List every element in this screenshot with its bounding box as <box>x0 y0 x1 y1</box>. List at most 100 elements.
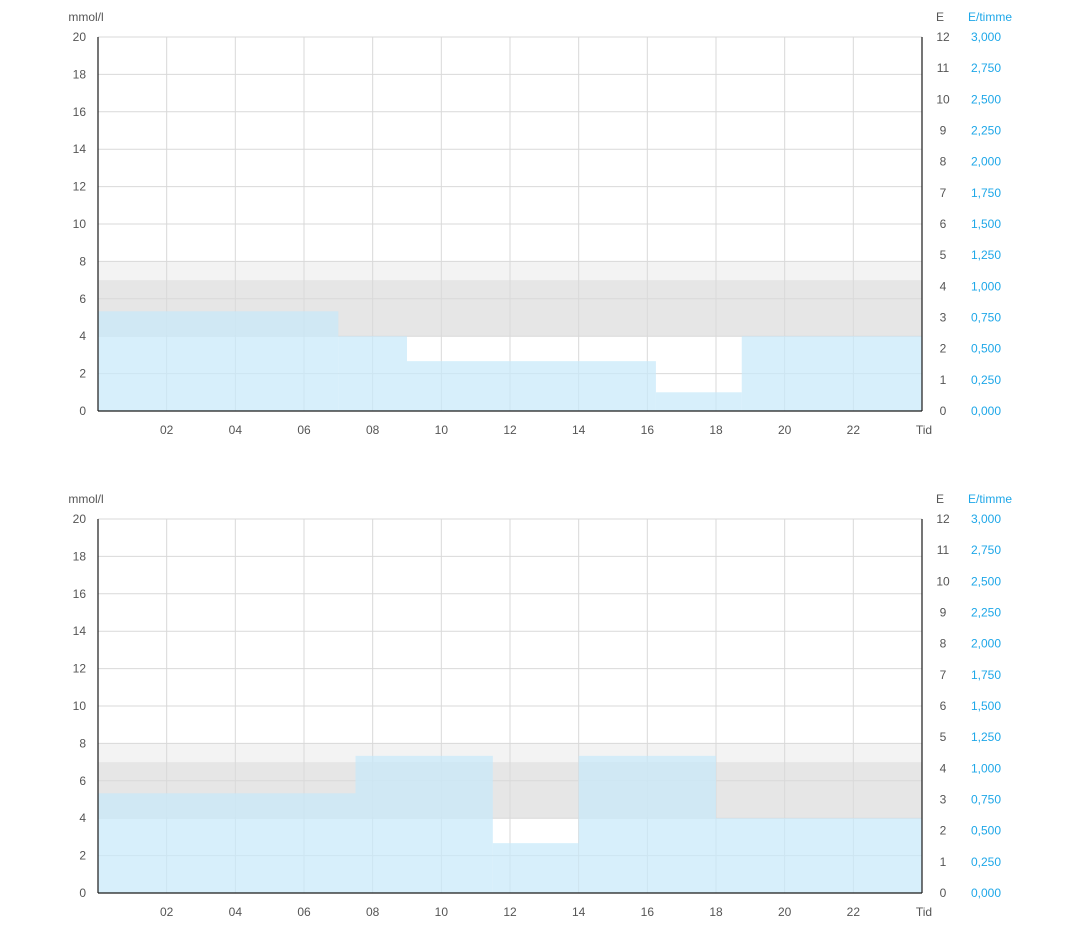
chart-top-y-tick-label: 0 <box>79 404 86 418</box>
chart-top-rate-tick-label: 0,250 <box>971 373 1001 387</box>
chart-top-rate-tick-label: 1,250 <box>971 248 1001 262</box>
chart-top-x-tick-label: 08 <box>366 423 380 437</box>
chart-top-x-tick-label: 20 <box>778 423 792 437</box>
chart-top-rate-axis-label: E/timme <box>968 10 1012 24</box>
chart-bottom-x-tick-label: 06 <box>297 905 311 919</box>
chart-top-units-tick-label: 11 <box>937 61 950 75</box>
chart-bottom-rate-tick-label: 1,500 <box>971 699 1001 713</box>
chart-bottom-rate-tick-label: 0,750 <box>971 793 1001 807</box>
chart-bottom-rate-tick-label: 2,500 <box>971 574 1001 588</box>
chart-bottom-rate-tick-label: 1,250 <box>971 730 1001 744</box>
chart-top-units-tick-label: 2 <box>940 342 947 356</box>
chart-top-x-axis-label: Tid <box>916 423 932 437</box>
chart-top-y-tick-label: 8 <box>79 254 86 268</box>
chart-top-y-tick-label: 18 <box>73 67 87 81</box>
chart-bottom-y-tick-label: 18 <box>73 549 87 563</box>
chart-top-rate-tick-label: 0,500 <box>971 342 1001 356</box>
chart-top-rate-tick-label: 1,750 <box>971 186 1001 200</box>
chart-top-units-tick-label: 5 <box>940 248 947 262</box>
chart-bottom-x-tick-label: 16 <box>641 905 655 919</box>
chart-top-units-tick-label: 8 <box>940 155 947 169</box>
chart-top-units-tick-label: 3 <box>940 311 947 325</box>
chart-bottom-basal-segment <box>492 843 579 893</box>
chart-top-y-tick-label: 2 <box>79 367 86 381</box>
chart-top-left-axis-label: mmol/l <box>68 10 103 24</box>
chart-bottom-units-tick-label: 6 <box>940 699 947 713</box>
chart-bottom-x-tick-label: 02 <box>160 905 174 919</box>
chart-top-y-tick-label: 4 <box>79 329 86 343</box>
chart-top-x-tick-label: 22 <box>847 423 861 437</box>
chart-top-basal-segment <box>98 311 339 411</box>
chart-bottom-x-tick-label: 18 <box>709 905 723 919</box>
chart-bottom-basal-segment <box>716 818 922 893</box>
chart-bottom-x-tick-label: 04 <box>229 905 243 919</box>
chart-bottom-rate-tick-label: 2,750 <box>971 543 1001 557</box>
chart-bottom-x-axis-label: Tid <box>916 905 932 919</box>
chart-top-x-tick-label: 18 <box>709 423 723 437</box>
chart-bottom-y-tick-label: 4 <box>79 811 86 825</box>
chart-top-x-tick-label: 06 <box>297 423 311 437</box>
chart-bottom-y-tick-label: 16 <box>73 587 87 601</box>
chart-bottom-units-tick-label: 7 <box>940 668 947 682</box>
chart-top-rate-tick-label: 1,500 <box>971 217 1001 231</box>
chart-top-x-tick-label: 02 <box>160 423 174 437</box>
chart-top-y-tick-label: 20 <box>73 30 87 44</box>
chart-bottom-y-tick-label: 8 <box>79 736 86 750</box>
chart-bottom-rate-tick-label: 0,250 <box>971 855 1001 869</box>
chart-bottom-rate-axis-label: E/timme <box>968 492 1012 506</box>
chart-top-units-tick-label: 4 <box>940 279 947 293</box>
basal-chart-top: 0 2 4 6 8 10 12 14 16 18 20 0 1 2 3 4 5 6 7 8 9 10 11 12 0,000 0,… <box>0 0 1080 466</box>
chart-bottom-x-tick-label: 10 <box>435 905 449 919</box>
chart-bottom-x-tick-label: 12 <box>503 905 517 919</box>
chart-bottom-x-tick-label: 08 <box>366 905 380 919</box>
chart-top-y-tick-label: 12 <box>73 180 87 194</box>
chart-top-rate-tick-label: 0,750 <box>971 311 1001 325</box>
chart-top-units-tick-label: 6 <box>940 217 947 231</box>
chart-top-rate-tick-label: 2,500 <box>971 92 1001 106</box>
chart-bottom-units-tick-label: 3 <box>940 793 947 807</box>
chart-bottom-units-tick-label: 9 <box>940 606 947 620</box>
chart-top-y-tick-label: 6 <box>79 292 86 306</box>
chart-bottom-units-tick-label: 0 <box>940 886 947 900</box>
chart-top-y-tick-label: 10 <box>73 217 87 231</box>
chart-bottom-rate-tick-label: 0,000 <box>971 886 1001 900</box>
chart-bottom-y-tick-label: 2 <box>79 849 86 863</box>
chart-top-x-tick-label: 12 <box>503 423 517 437</box>
chart-bottom-basal-segment <box>578 755 716 893</box>
chart-top-units-tick-label: 1 <box>940 373 947 387</box>
chart-bottom-units-tick-label: 12 <box>936 512 950 526</box>
chart-top-basal-segment <box>407 361 656 411</box>
chart-bottom-units-tick-label: 1 <box>940 855 947 869</box>
chart-bottom-units-tick-label: 5 <box>940 730 947 744</box>
basal-chart-bottom: 0 2 4 6 8 10 12 14 16 18 20 0 1 2 3 4 5 6 7 8 9 10 11 12 0,000 0,… <box>0 482 1080 948</box>
chart-top-basal-segment <box>741 336 922 411</box>
chart-top-rate-tick-label: 1,000 <box>971 279 1001 293</box>
chart-top-rate-tick-label: 2,000 <box>971 155 1001 169</box>
chart-top-x-tick-label: 10 <box>435 423 449 437</box>
chart-bottom-rate-tick-label: 0,500 <box>971 824 1001 838</box>
chart-bottom-units-tick-label: 11 <box>937 543 950 557</box>
chart-bottom-units-axis-label: E <box>936 492 944 506</box>
chart-bottom-basal-segment <box>355 755 493 893</box>
chart-bottom-left-axis-label: mmol/l <box>68 492 103 506</box>
chart-top-rate-tick-label: 0,000 <box>971 404 1001 418</box>
chart-bottom-units-tick-label: 8 <box>940 637 947 651</box>
chart-bottom-rate-tick-label: 1,750 <box>971 668 1001 682</box>
chart-bottom-units-tick-label: 10 <box>936 574 950 588</box>
chart-top-y-tick-label: 16 <box>73 105 87 119</box>
chart-top-units-tick-label: 12 <box>936 30 950 44</box>
chart-bottom-y-tick-label: 0 <box>79 886 86 900</box>
chart-bottom-y-tick-label: 10 <box>73 699 87 713</box>
chart-bottom-rate-tick-label: 2,000 <box>971 637 1001 651</box>
chart-bottom-x-tick-label: 14 <box>572 905 586 919</box>
basal-chart-top-svg: 0246810121416182001234567891011120,0000,… <box>68 10 1012 437</box>
chart-top-units-tick-label: 7 <box>940 186 947 200</box>
chart-bottom-rate-tick-label: 3,000 <box>971 512 1001 526</box>
chart-top-basal-segment <box>655 392 742 411</box>
chart-top-units-tick-label: 10 <box>936 92 950 106</box>
chart-top-units-axis-label: E <box>936 10 944 24</box>
chart-bottom-x-tick-label: 22 <box>847 905 861 919</box>
chart-top-units-tick-label: 0 <box>940 404 947 418</box>
chart-top-basal-segment <box>338 336 407 411</box>
chart-top-x-tick-label: 16 <box>641 423 655 437</box>
